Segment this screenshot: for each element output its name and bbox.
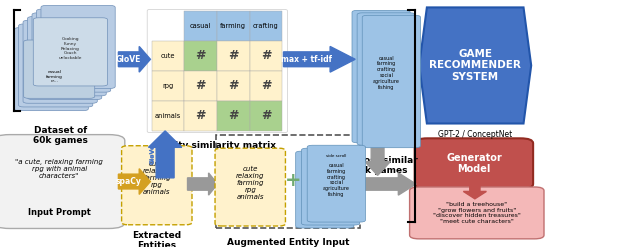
Text: #: # xyxy=(195,49,206,62)
Text: +: + xyxy=(285,171,301,190)
Text: casual: casual xyxy=(190,23,211,29)
FancyBboxPatch shape xyxy=(250,101,282,131)
FancyBboxPatch shape xyxy=(122,146,192,225)
FancyBboxPatch shape xyxy=(19,24,93,107)
Text: Augmented Entity Input: Augmented Entity Input xyxy=(227,238,349,247)
Text: casual
farming
crafting
social
agriculture
fishing: casual farming crafting social agricultu… xyxy=(373,56,399,90)
FancyBboxPatch shape xyxy=(152,41,184,71)
Text: casual
farming
cr...: casual farming cr... xyxy=(46,70,63,83)
FancyBboxPatch shape xyxy=(217,71,250,101)
FancyBboxPatch shape xyxy=(184,41,217,71)
Polygon shape xyxy=(365,141,390,175)
FancyBboxPatch shape xyxy=(14,28,88,111)
Polygon shape xyxy=(284,46,355,72)
Text: Input Prompt: Input Prompt xyxy=(28,208,91,217)
Text: Entity similarity matrix: Entity similarity matrix xyxy=(158,141,276,150)
FancyBboxPatch shape xyxy=(147,9,287,133)
FancyBboxPatch shape xyxy=(250,11,282,41)
Text: farming: farming xyxy=(220,23,246,29)
Text: GloVE: GloVE xyxy=(116,55,141,64)
Text: #: # xyxy=(260,79,271,92)
FancyBboxPatch shape xyxy=(184,11,217,41)
Text: Extracted
Entities: Extracted Entities xyxy=(132,231,181,247)
FancyBboxPatch shape xyxy=(152,71,184,101)
FancyBboxPatch shape xyxy=(307,145,365,222)
FancyBboxPatch shape xyxy=(0,135,125,228)
FancyBboxPatch shape xyxy=(250,71,282,101)
Text: cute
relaxing
farming
rpg
animals: cute relaxing farming rpg animals xyxy=(143,161,171,195)
FancyBboxPatch shape xyxy=(24,40,95,98)
FancyBboxPatch shape xyxy=(152,101,184,131)
Text: cute: cute xyxy=(161,53,175,59)
Text: #: # xyxy=(195,109,206,122)
FancyBboxPatch shape xyxy=(36,9,111,92)
Text: #: # xyxy=(228,79,239,92)
Text: Cooking
Funny
Relaxing
Couch
unlockable: Cooking Funny Relaxing Couch unlockable xyxy=(59,38,82,60)
Text: GloVe: GloVe xyxy=(151,144,156,165)
Text: Generator
Model: Generator Model xyxy=(446,153,502,174)
Text: "a cute, relaxing farming
rpg with animal
characters": "a cute, relaxing farming rpg with anima… xyxy=(15,159,103,179)
FancyBboxPatch shape xyxy=(33,18,108,86)
Text: #: # xyxy=(195,79,206,92)
Polygon shape xyxy=(357,173,416,195)
Text: spaCy: spaCy xyxy=(116,177,141,186)
Text: max + tf-idf: max + tf-idf xyxy=(282,55,332,64)
Polygon shape xyxy=(419,7,531,123)
FancyBboxPatch shape xyxy=(32,13,106,96)
FancyBboxPatch shape xyxy=(301,148,360,225)
Text: #: # xyxy=(260,109,271,122)
FancyBboxPatch shape xyxy=(23,20,97,103)
Text: cute
relaxing
farming
rpg
animals: cute relaxing farming rpg animals xyxy=(236,166,264,201)
Polygon shape xyxy=(463,184,486,199)
FancyBboxPatch shape xyxy=(357,13,415,145)
Text: animals: animals xyxy=(155,113,181,119)
Text: "build a treehouse"
"grow flowers and fruits"
"discover hidden treasures"
"meet : "build a treehouse" "grow flowers and fr… xyxy=(433,202,521,224)
Polygon shape xyxy=(148,131,182,178)
Text: GAME
RECOMMENDER
SYSTEM: GAME RECOMMENDER SYSTEM xyxy=(429,49,521,82)
FancyBboxPatch shape xyxy=(415,138,533,189)
Text: rpg: rpg xyxy=(163,83,173,89)
Text: Dataset of
60k games: Dataset of 60k games xyxy=(33,126,88,145)
FancyBboxPatch shape xyxy=(250,41,282,71)
FancyBboxPatch shape xyxy=(296,151,354,228)
Text: #: # xyxy=(260,49,271,62)
FancyBboxPatch shape xyxy=(362,15,420,148)
Polygon shape xyxy=(118,169,150,194)
FancyBboxPatch shape xyxy=(28,17,102,100)
FancyBboxPatch shape xyxy=(352,10,410,143)
Text: Most similar
k games: Most similar k games xyxy=(355,156,418,175)
Text: GloVe: GloVe xyxy=(150,144,155,165)
Text: side scroll: side scroll xyxy=(326,154,346,158)
FancyBboxPatch shape xyxy=(184,71,217,101)
FancyBboxPatch shape xyxy=(410,187,544,239)
FancyBboxPatch shape xyxy=(184,101,217,131)
Text: casual
farming
crafting
social
agriculture
fishing: casual farming crafting social agricultu… xyxy=(323,163,349,197)
FancyBboxPatch shape xyxy=(215,148,285,226)
FancyBboxPatch shape xyxy=(217,41,250,71)
Polygon shape xyxy=(188,173,218,195)
Text: crafting: crafting xyxy=(253,23,279,29)
Polygon shape xyxy=(118,46,150,72)
Text: GPT-2 / ConceptNet: GPT-2 / ConceptNet xyxy=(438,130,512,139)
FancyBboxPatch shape xyxy=(217,101,250,131)
Text: #: # xyxy=(228,49,239,62)
Text: #: # xyxy=(228,109,239,122)
FancyBboxPatch shape xyxy=(41,5,115,88)
FancyBboxPatch shape xyxy=(217,11,250,41)
